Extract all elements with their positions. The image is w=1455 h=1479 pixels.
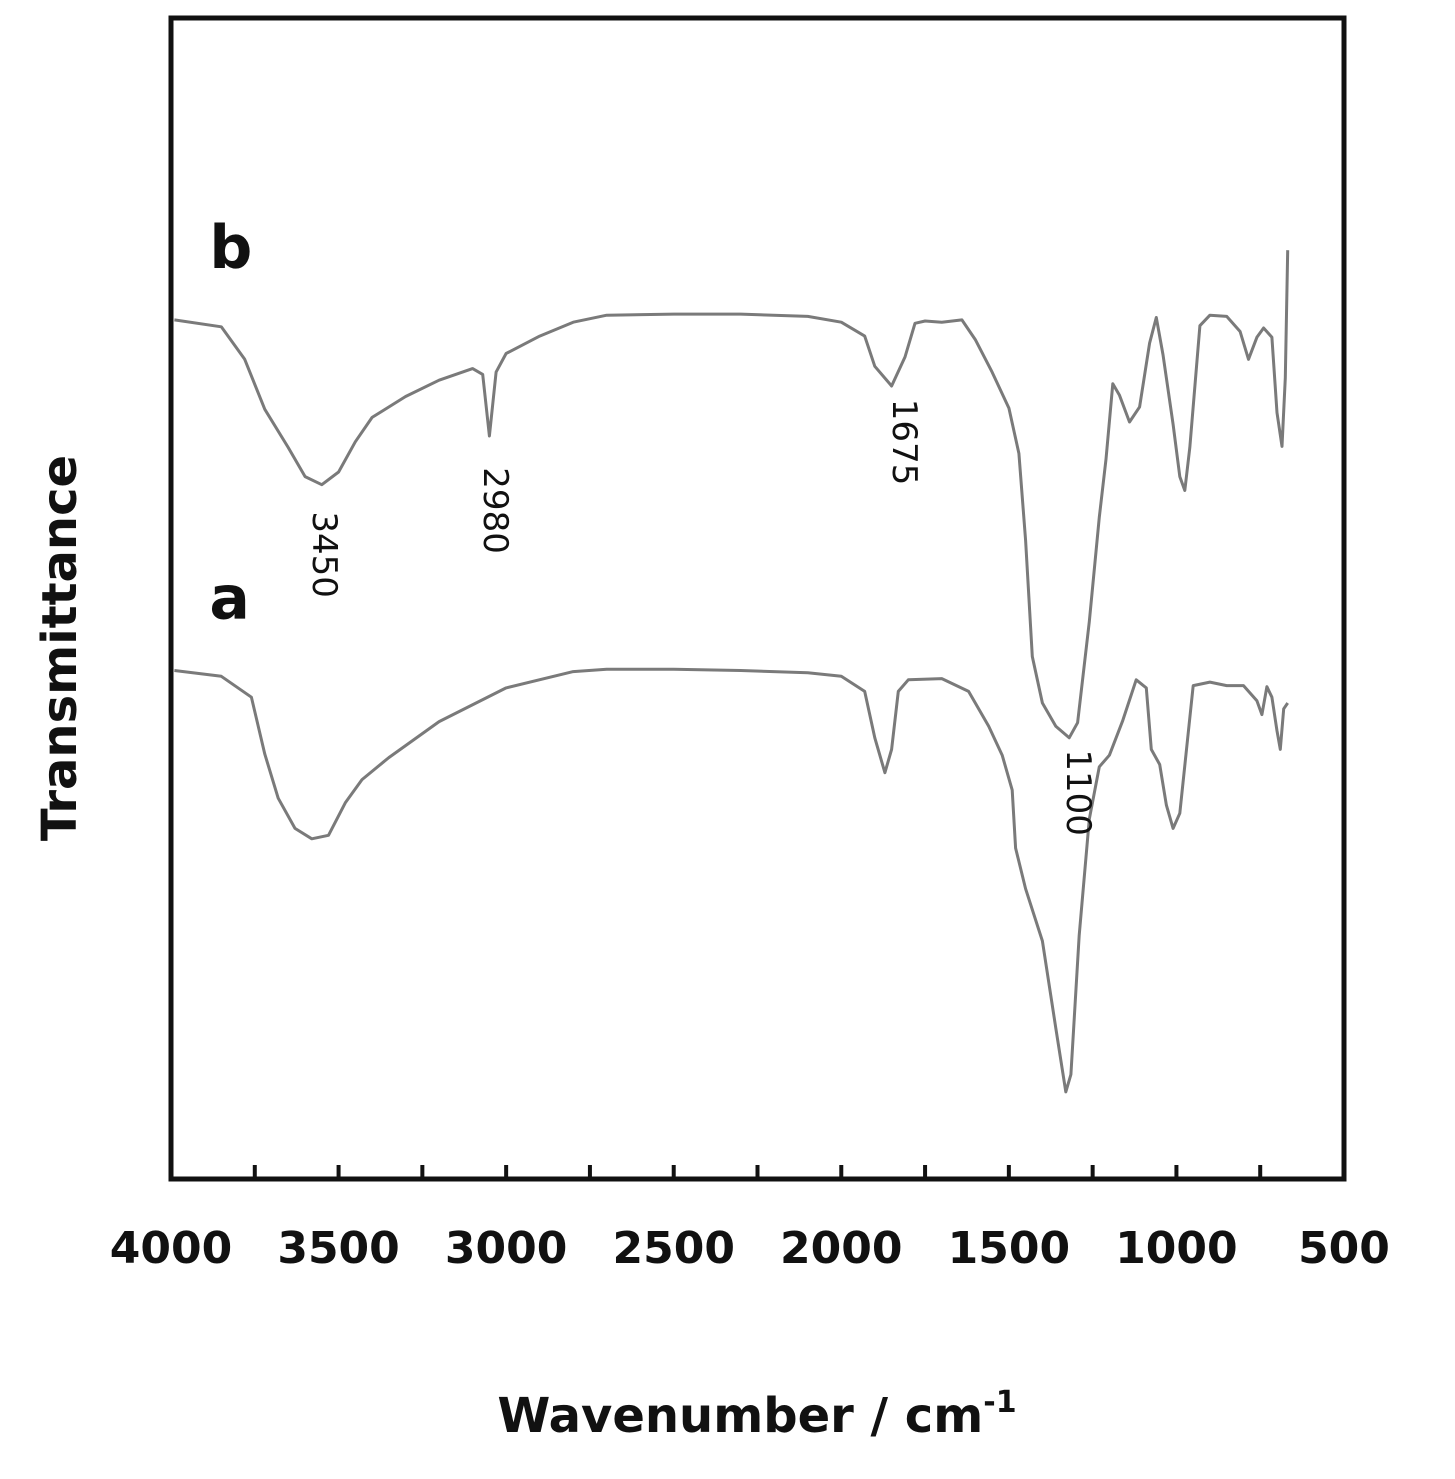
peak-label-1675: 1675 (884, 399, 924, 486)
x-axis-title-text: Wavenumber / cm (497, 1388, 983, 1444)
x-tick-label-7: 500 (1298, 1223, 1390, 1274)
peak-label-1100: 1100 (1058, 749, 1098, 836)
series-line-a (174, 667, 1289, 1094)
series-label-a: a (209, 563, 250, 633)
x-tick-label-3: 2500 (612, 1223, 734, 1274)
series-line-b (174, 250, 1290, 740)
x-axis-ticks (252, 1165, 1263, 1179)
series-label-b: b (209, 213, 252, 283)
x-tick-label-2: 3000 (445, 1223, 567, 1274)
plot-frame (168, 15, 1347, 1182)
x-tick-label-6: 1000 (1115, 1223, 1237, 1274)
x-axis-title: Wavenumber / cm-1 (497, 1385, 1016, 1444)
peak-annotations: 3450 2980 1675 1100 (304, 399, 1098, 836)
x-axis-title-superscript: -1 (983, 1385, 1016, 1420)
x-axis-tick-labels: 4000 3500 3000 2500 2000 1500 1000 500 (110, 1223, 1390, 1274)
x-tick-label-1: 3500 (277, 1223, 399, 1274)
peak-label-2980: 2980 (475, 467, 515, 554)
x-tick-label-5: 1500 (948, 1223, 1070, 1274)
y-axis-title: Transmittance (32, 455, 88, 841)
series-labels: ba (209, 213, 252, 634)
x-tick-label-4: 2000 (780, 1223, 902, 1274)
x-tick-label-0: 4000 (110, 1223, 232, 1274)
series-group (174, 250, 1290, 1094)
peak-label-3450: 3450 (304, 511, 344, 598)
